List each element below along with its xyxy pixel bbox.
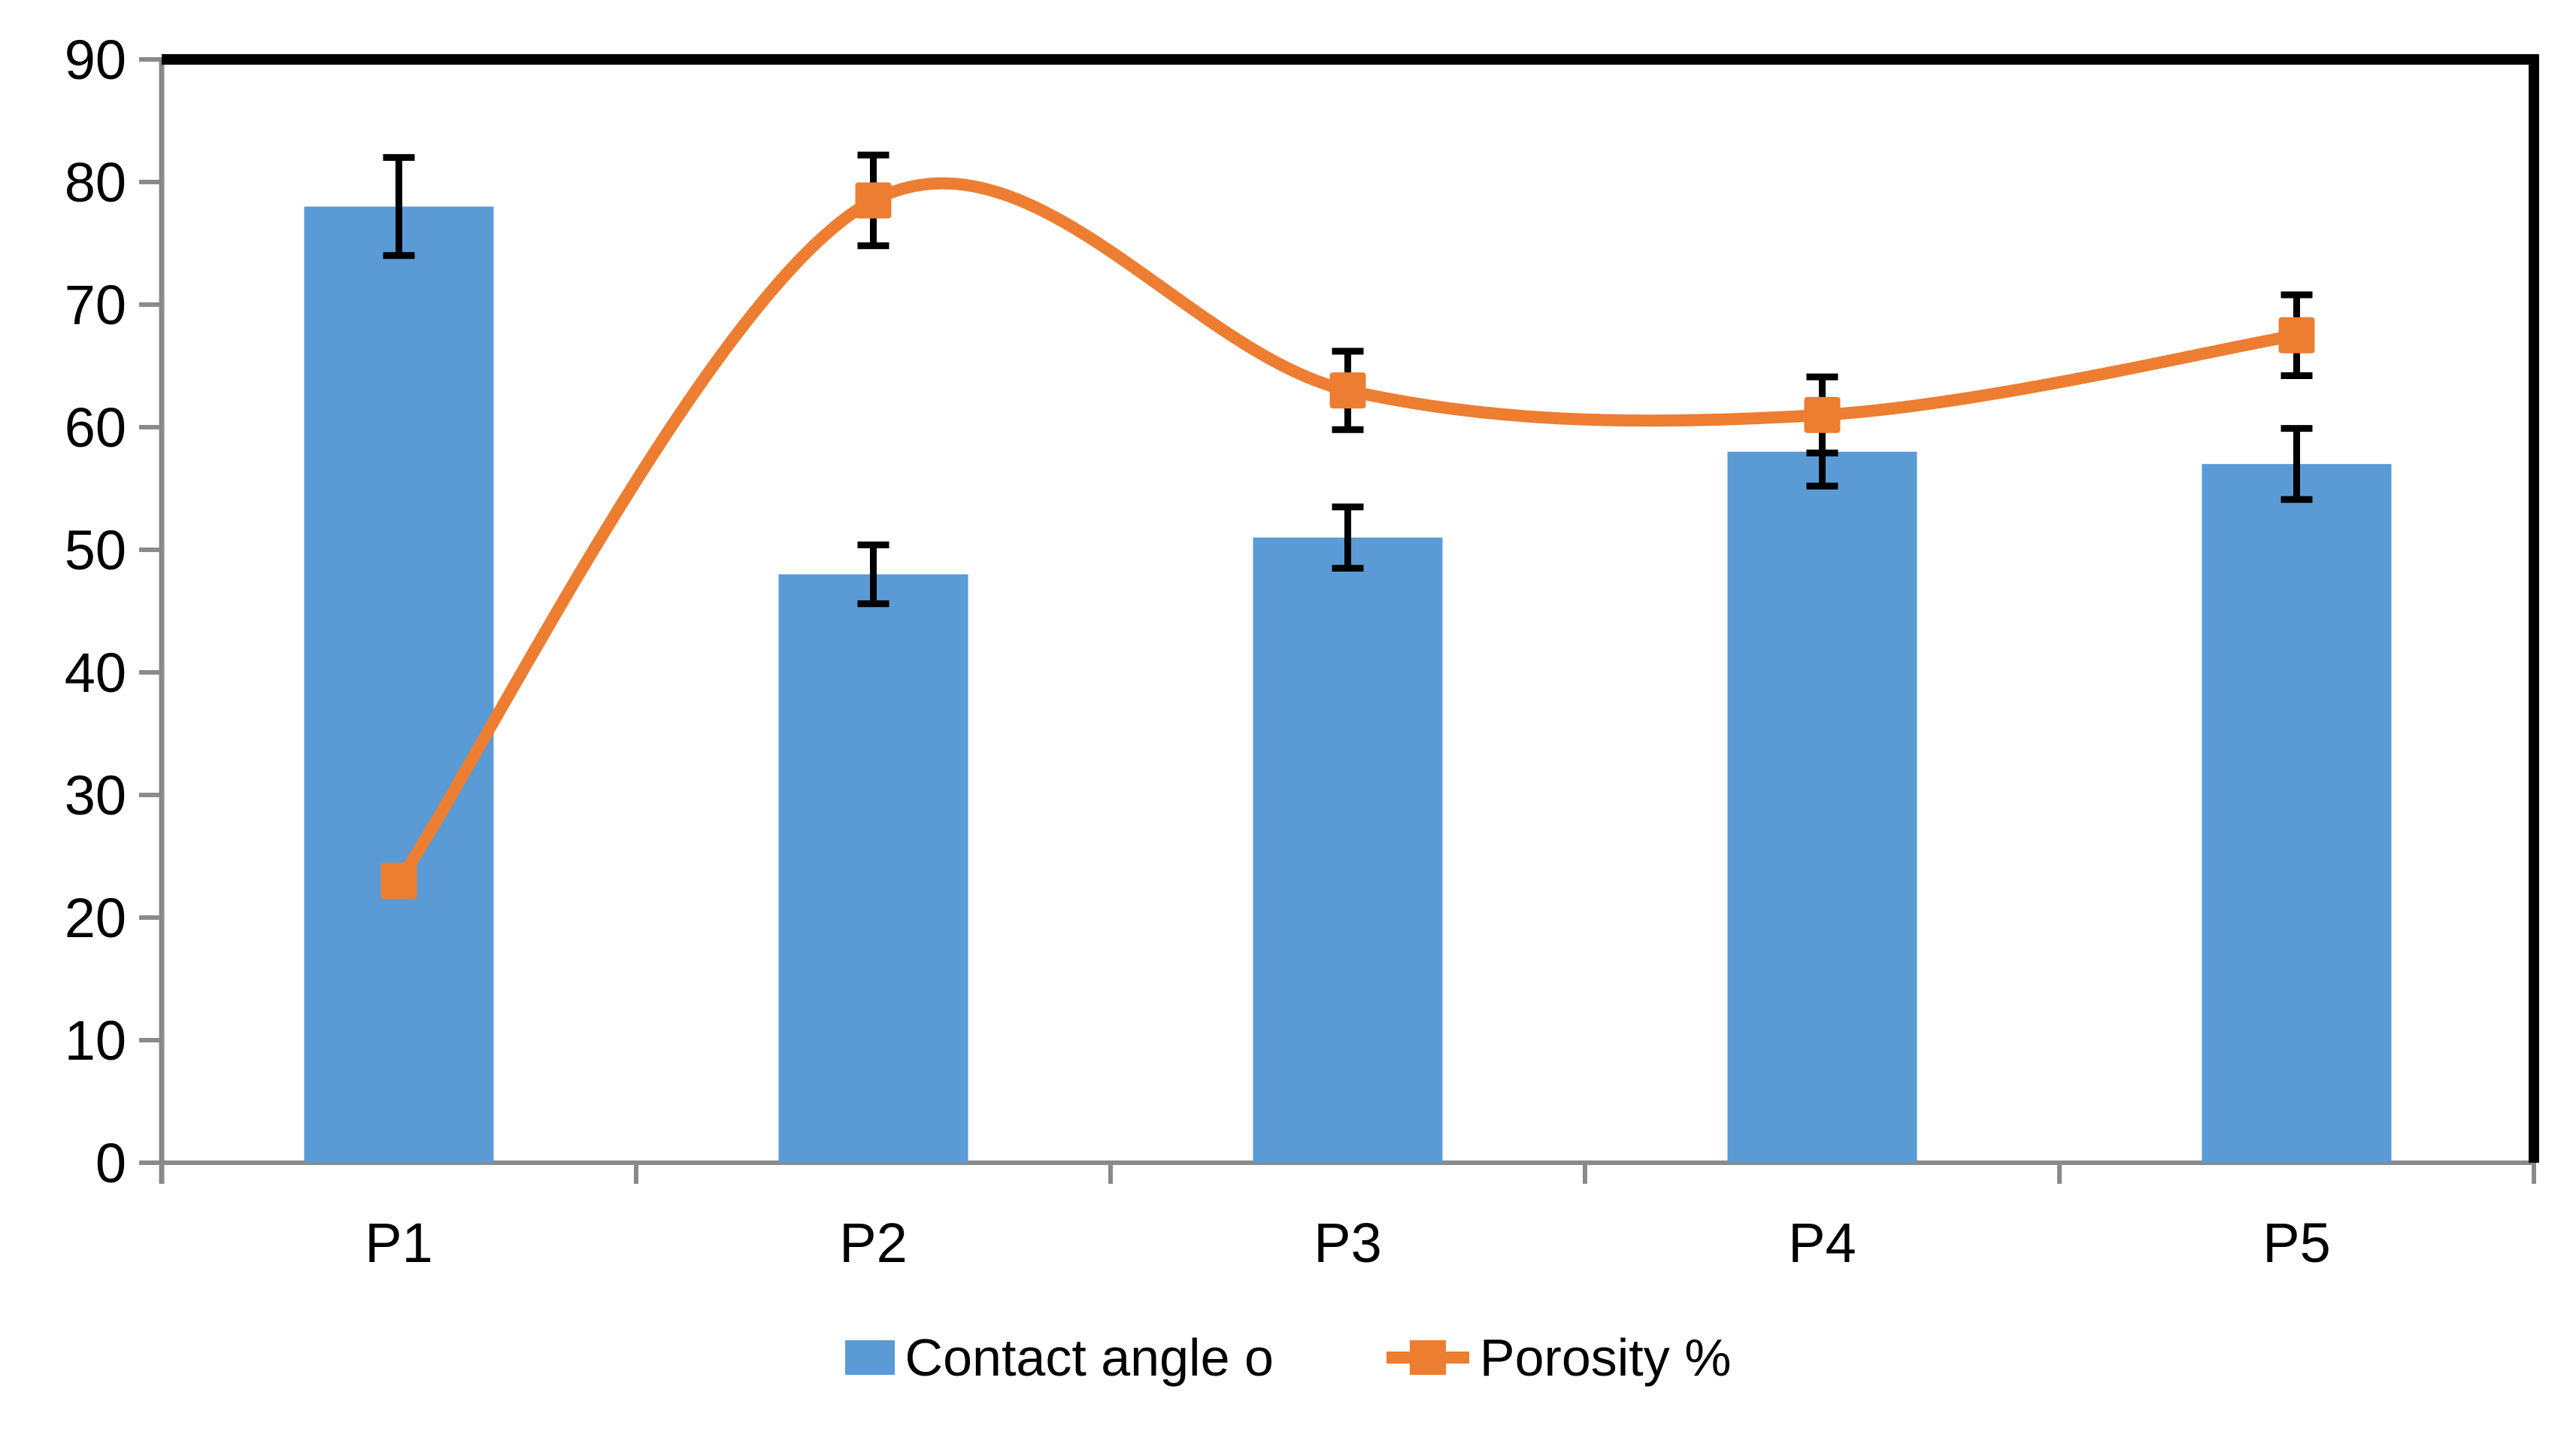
- y-tick-label: 40: [65, 642, 126, 704]
- x-tick-label-P5: P5: [2262, 1212, 2331, 1274]
- legend-label-porosity: Porosity %: [1479, 1328, 1732, 1387]
- bar-P4: [1727, 451, 1917, 1163]
- legend-item-porosity: Porosity %: [1386, 1328, 1732, 1387]
- line-marker-P5: [2278, 317, 2315, 353]
- line-marker-P3: [1329, 372, 1366, 409]
- legend: Contact angle o Porosity %: [0, 1331, 2576, 1384]
- bar-P5: [2202, 463, 2392, 1163]
- line-marker-P1: [380, 863, 417, 900]
- y-tick-label: 90: [65, 29, 126, 91]
- legend-item-contact-angle: Contact angle o: [844, 1328, 1274, 1387]
- porosity-line: [393, 177, 2298, 884]
- legend-line-marker-icon: [1386, 1340, 1469, 1375]
- y-tick-label: 30: [65, 764, 126, 827]
- y-tick-label: 20: [65, 887, 126, 949]
- y-tick-label: 70: [65, 274, 126, 336]
- y-tick-label: 60: [65, 396, 126, 459]
- y-tick-label: 10: [65, 1009, 126, 1072]
- y-tick-label: 50: [65, 519, 126, 581]
- line-marker-P2: [855, 182, 892, 219]
- y-tick-label: 0: [95, 1132, 126, 1194]
- bar-P1: [304, 206, 494, 1164]
- bar-P3: [1253, 537, 1443, 1163]
- x-tick-label-P4: P4: [1788, 1212, 1856, 1274]
- legend-swatch-bar-icon: [844, 1340, 895, 1375]
- x-tick-label-P1: P1: [365, 1212, 433, 1274]
- x-tick-label-P2: P2: [839, 1212, 908, 1274]
- legend-square-marker-icon: [1409, 1340, 1446, 1375]
- y-tick-label: 80: [65, 151, 126, 214]
- legend-label-contact-angle: Contact angle o: [905, 1328, 1274, 1387]
- x-tick-label-P3: P3: [1314, 1212, 1382, 1274]
- bar-P2: [778, 574, 968, 1163]
- line-marker-P4: [1804, 396, 1841, 433]
